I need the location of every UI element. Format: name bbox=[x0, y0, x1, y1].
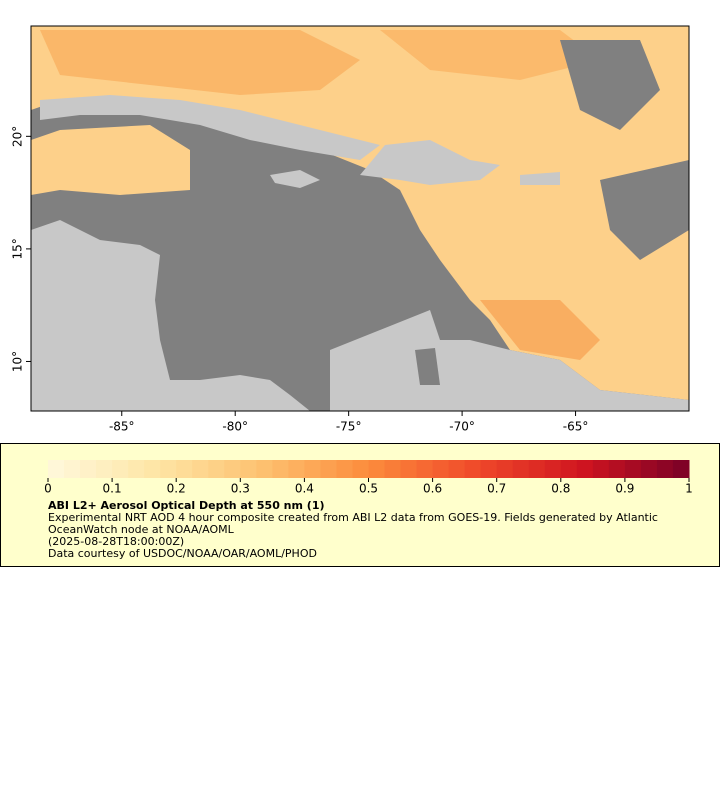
colorbar-tick-label: 0.7 bbox=[487, 482, 506, 496]
colorbar-step bbox=[528, 460, 546, 478]
legend-description: Experimental NRT AOD 4 hour composite cr… bbox=[48, 511, 658, 536]
colorbar-step bbox=[672, 460, 690, 478]
colorbar-step bbox=[112, 460, 129, 478]
colorbar-step bbox=[208, 460, 225, 478]
colorbar-step bbox=[320, 460, 337, 478]
aod-field-high bbox=[480, 300, 600, 360]
colorbar-step bbox=[96, 460, 113, 478]
colorbar-step bbox=[480, 460, 498, 478]
legend-title: ABI L2+ Aerosol Optical Depth at 550 nm … bbox=[48, 499, 325, 512]
land bbox=[520, 172, 560, 185]
aod-field-high bbox=[40, 30, 360, 95]
land bbox=[360, 140, 500, 185]
land bbox=[40, 95, 380, 160]
colorbar-step bbox=[384, 460, 402, 478]
colorbar-step bbox=[544, 460, 562, 478]
x-tick-label: -65° bbox=[563, 420, 589, 434]
y-tick-label: 20° bbox=[11, 126, 25, 147]
colorbar-step bbox=[176, 460, 193, 478]
colorbar-step bbox=[304, 460, 321, 478]
colorbar-step bbox=[48, 460, 65, 478]
colorbar-step bbox=[192, 460, 209, 478]
colorbar-step bbox=[224, 460, 241, 478]
colorbar-step bbox=[336, 460, 353, 478]
y-tick-label: 10° bbox=[11, 351, 25, 372]
no-data-patch bbox=[560, 40, 660, 130]
colorbar-tick-label: 0.2 bbox=[167, 482, 186, 496]
colorbar-tick-label: 0.3 bbox=[231, 482, 250, 496]
colorbar-step bbox=[80, 460, 97, 478]
colorbar-step bbox=[464, 460, 482, 478]
aod-field bbox=[31, 125, 190, 195]
colorbar-step bbox=[496, 460, 514, 478]
x-tick-label: -75° bbox=[336, 420, 362, 434]
colorbar-tick-label: 0.6 bbox=[423, 482, 442, 496]
colorbar-step bbox=[416, 460, 434, 478]
land bbox=[330, 310, 689, 411]
legend-credit: Data courtesy of USDOC/NOAA/OAR/AOML/PHO… bbox=[48, 547, 317, 560]
legend-time: (2025-08-28T18:00:00Z) bbox=[48, 535, 185, 548]
colorbar-step bbox=[352, 460, 369, 478]
colorbar-step bbox=[608, 460, 626, 478]
colorbar-tick-label: 0.8 bbox=[551, 482, 570, 496]
map-frame bbox=[30, 25, 690, 412]
colorbar-step bbox=[144, 460, 161, 478]
aod-field-high bbox=[380, 30, 600, 80]
colorbar-step bbox=[432, 460, 450, 478]
colorbar: 0 0.1 0.2 0.3 0.4 0.5 0.6 0.7 0.8 0.9 1 bbox=[44, 460, 693, 496]
colorbar-step bbox=[288, 460, 305, 478]
colorbar-step bbox=[512, 460, 530, 478]
colorbar-step bbox=[64, 460, 81, 478]
colorbar-step bbox=[256, 460, 273, 478]
colorbar-step bbox=[640, 460, 658, 478]
colorbar-tick-label: 0 bbox=[44, 482, 52, 496]
colorbar-tick-label: 1 bbox=[685, 482, 693, 496]
colorbar-step bbox=[128, 460, 145, 478]
y-tick-label: 15° bbox=[11, 238, 25, 259]
colorbar-step bbox=[368, 460, 386, 478]
colorbar-step bbox=[624, 460, 642, 478]
colorbar-step bbox=[240, 460, 257, 478]
x-tick-label: -85° bbox=[109, 420, 135, 434]
no-data-patch bbox=[600, 160, 689, 260]
colorbar-step bbox=[272, 460, 289, 478]
colorbar-tick-label: 0.5 bbox=[359, 482, 378, 496]
colorbar-step bbox=[576, 460, 594, 478]
colorbar-step bbox=[656, 460, 674, 478]
x-tick-label: -70° bbox=[449, 420, 475, 434]
land bbox=[31, 220, 310, 411]
x-tick-label: -80° bbox=[222, 420, 248, 434]
lake bbox=[415, 348, 440, 385]
colorbar-tick-label: 0.4 bbox=[295, 482, 314, 496]
colorbar-step bbox=[160, 460, 177, 478]
colorbar-tick-label: 0.1 bbox=[103, 482, 122, 496]
land bbox=[270, 170, 320, 188]
colorbar-step bbox=[448, 460, 466, 478]
colorbar-step bbox=[592, 460, 610, 478]
colorbar-step bbox=[560, 460, 578, 478]
colorbar-tick-label: 0.9 bbox=[615, 482, 634, 496]
colorbar-step bbox=[400, 460, 418, 478]
